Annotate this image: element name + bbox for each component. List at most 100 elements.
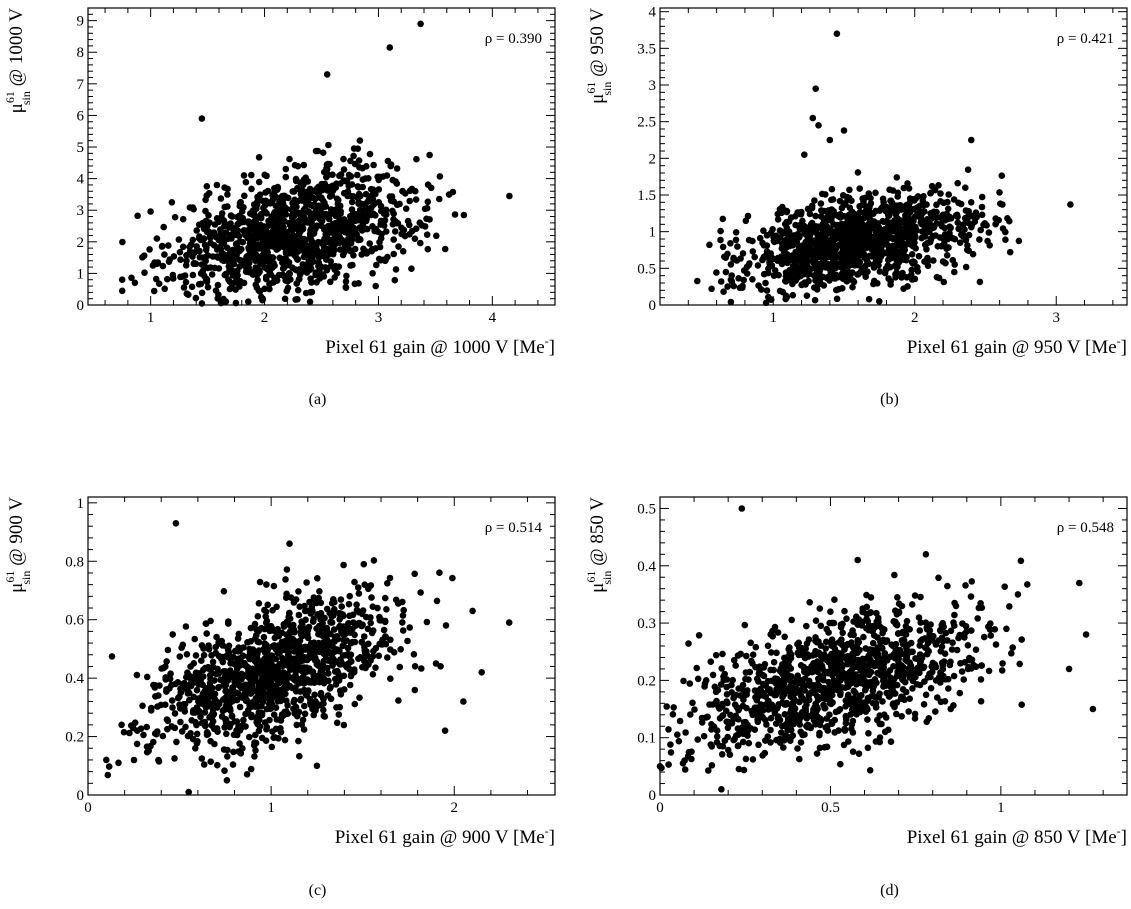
data-point (719, 215, 727, 223)
data-point-outlier (198, 300, 206, 307)
data-point (669, 711, 677, 718)
data-point (224, 185, 231, 193)
data-point (1009, 644, 1016, 651)
data-point (350, 619, 357, 626)
data-point (916, 651, 924, 658)
data-point (937, 190, 944, 197)
data-point (818, 264, 825, 271)
data-point (196, 233, 203, 240)
y-tick-label: 0.5 (637, 501, 656, 517)
data-point (724, 283, 731, 290)
x-axis-title: Pixel 61 gain @ 900 V [Me-] (335, 824, 555, 848)
data-point (308, 279, 315, 286)
data-point (369, 603, 377, 610)
data-point (826, 619, 833, 627)
data-point (163, 716, 171, 723)
data-point (158, 243, 166, 250)
data-point (266, 280, 273, 288)
data-point (774, 210, 782, 218)
x-tick-label: 0 (84, 800, 92, 816)
data-point (898, 713, 905, 720)
data-point (281, 736, 289, 744)
data-point (340, 642, 347, 649)
data-point (333, 704, 340, 711)
data-point (239, 722, 246, 729)
data-point (164, 725, 171, 733)
data-point (236, 199, 244, 207)
data-point (793, 238, 801, 246)
data-point (784, 726, 791, 734)
x-tick-label: 1 (267, 800, 275, 816)
y-tick-label: 1 (77, 266, 85, 282)
data-point (854, 226, 862, 233)
data-point (154, 259, 162, 266)
data-point (325, 222, 332, 230)
data-point (321, 180, 329, 188)
data-point (366, 150, 374, 158)
data-point (320, 700, 327, 707)
data-point (391, 228, 399, 235)
data-point (264, 187, 272, 195)
y-tick-label: 0.4 (637, 559, 656, 575)
data-point (181, 679, 188, 687)
data-point (281, 684, 288, 691)
data-point (977, 676, 985, 683)
data-point (781, 711, 789, 718)
data-point (292, 175, 300, 183)
data-point (174, 694, 182, 702)
data-point (1024, 581, 1031, 588)
data-point (382, 206, 390, 214)
data-point (212, 649, 220, 657)
data-point-outlier (876, 298, 883, 305)
data-point (346, 192, 354, 200)
data-point (861, 214, 868, 222)
data-point (309, 705, 316, 713)
data-point (826, 240, 834, 248)
data-point (271, 262, 278, 270)
data-point (717, 227, 724, 235)
data-point (225, 263, 233, 270)
data-point (236, 740, 243, 747)
data-point (305, 679, 313, 686)
data-point (735, 275, 742, 282)
data-point (186, 204, 194, 211)
data-point (352, 228, 359, 236)
data-point (156, 682, 163, 689)
data-point (115, 759, 122, 767)
data-point (789, 291, 797, 299)
data-point (451, 211, 459, 218)
data-point (146, 246, 153, 253)
data-point (284, 658, 291, 665)
data-point (298, 194, 305, 202)
data-point (967, 199, 975, 206)
data-point (370, 557, 378, 564)
data-point (949, 256, 957, 264)
data-point (300, 181, 307, 189)
data-point (186, 248, 194, 255)
data-point (179, 243, 187, 251)
data-point (384, 654, 391, 661)
data-point (118, 721, 125, 729)
data-point-outlier (812, 85, 819, 92)
data-point (240, 172, 248, 179)
data-point (892, 252, 899, 259)
data-point (359, 663, 366, 671)
data-point (408, 185, 416, 193)
data-point (289, 206, 297, 213)
data-point (916, 627, 924, 634)
data-point (665, 761, 672, 768)
panel-label: (b) (880, 391, 899, 408)
data-point (237, 750, 245, 757)
data-point (369, 671, 377, 678)
data-point (351, 578, 358, 586)
data-point (406, 624, 414, 631)
data-point (904, 283, 911, 290)
data-point-outlier (478, 669, 486, 676)
data-point (252, 731, 259, 739)
data-point (782, 269, 790, 276)
data-point (214, 244, 221, 251)
data-point (290, 655, 298, 663)
data-point (824, 273, 832, 281)
data-point (751, 253, 758, 261)
data-point (381, 594, 389, 602)
